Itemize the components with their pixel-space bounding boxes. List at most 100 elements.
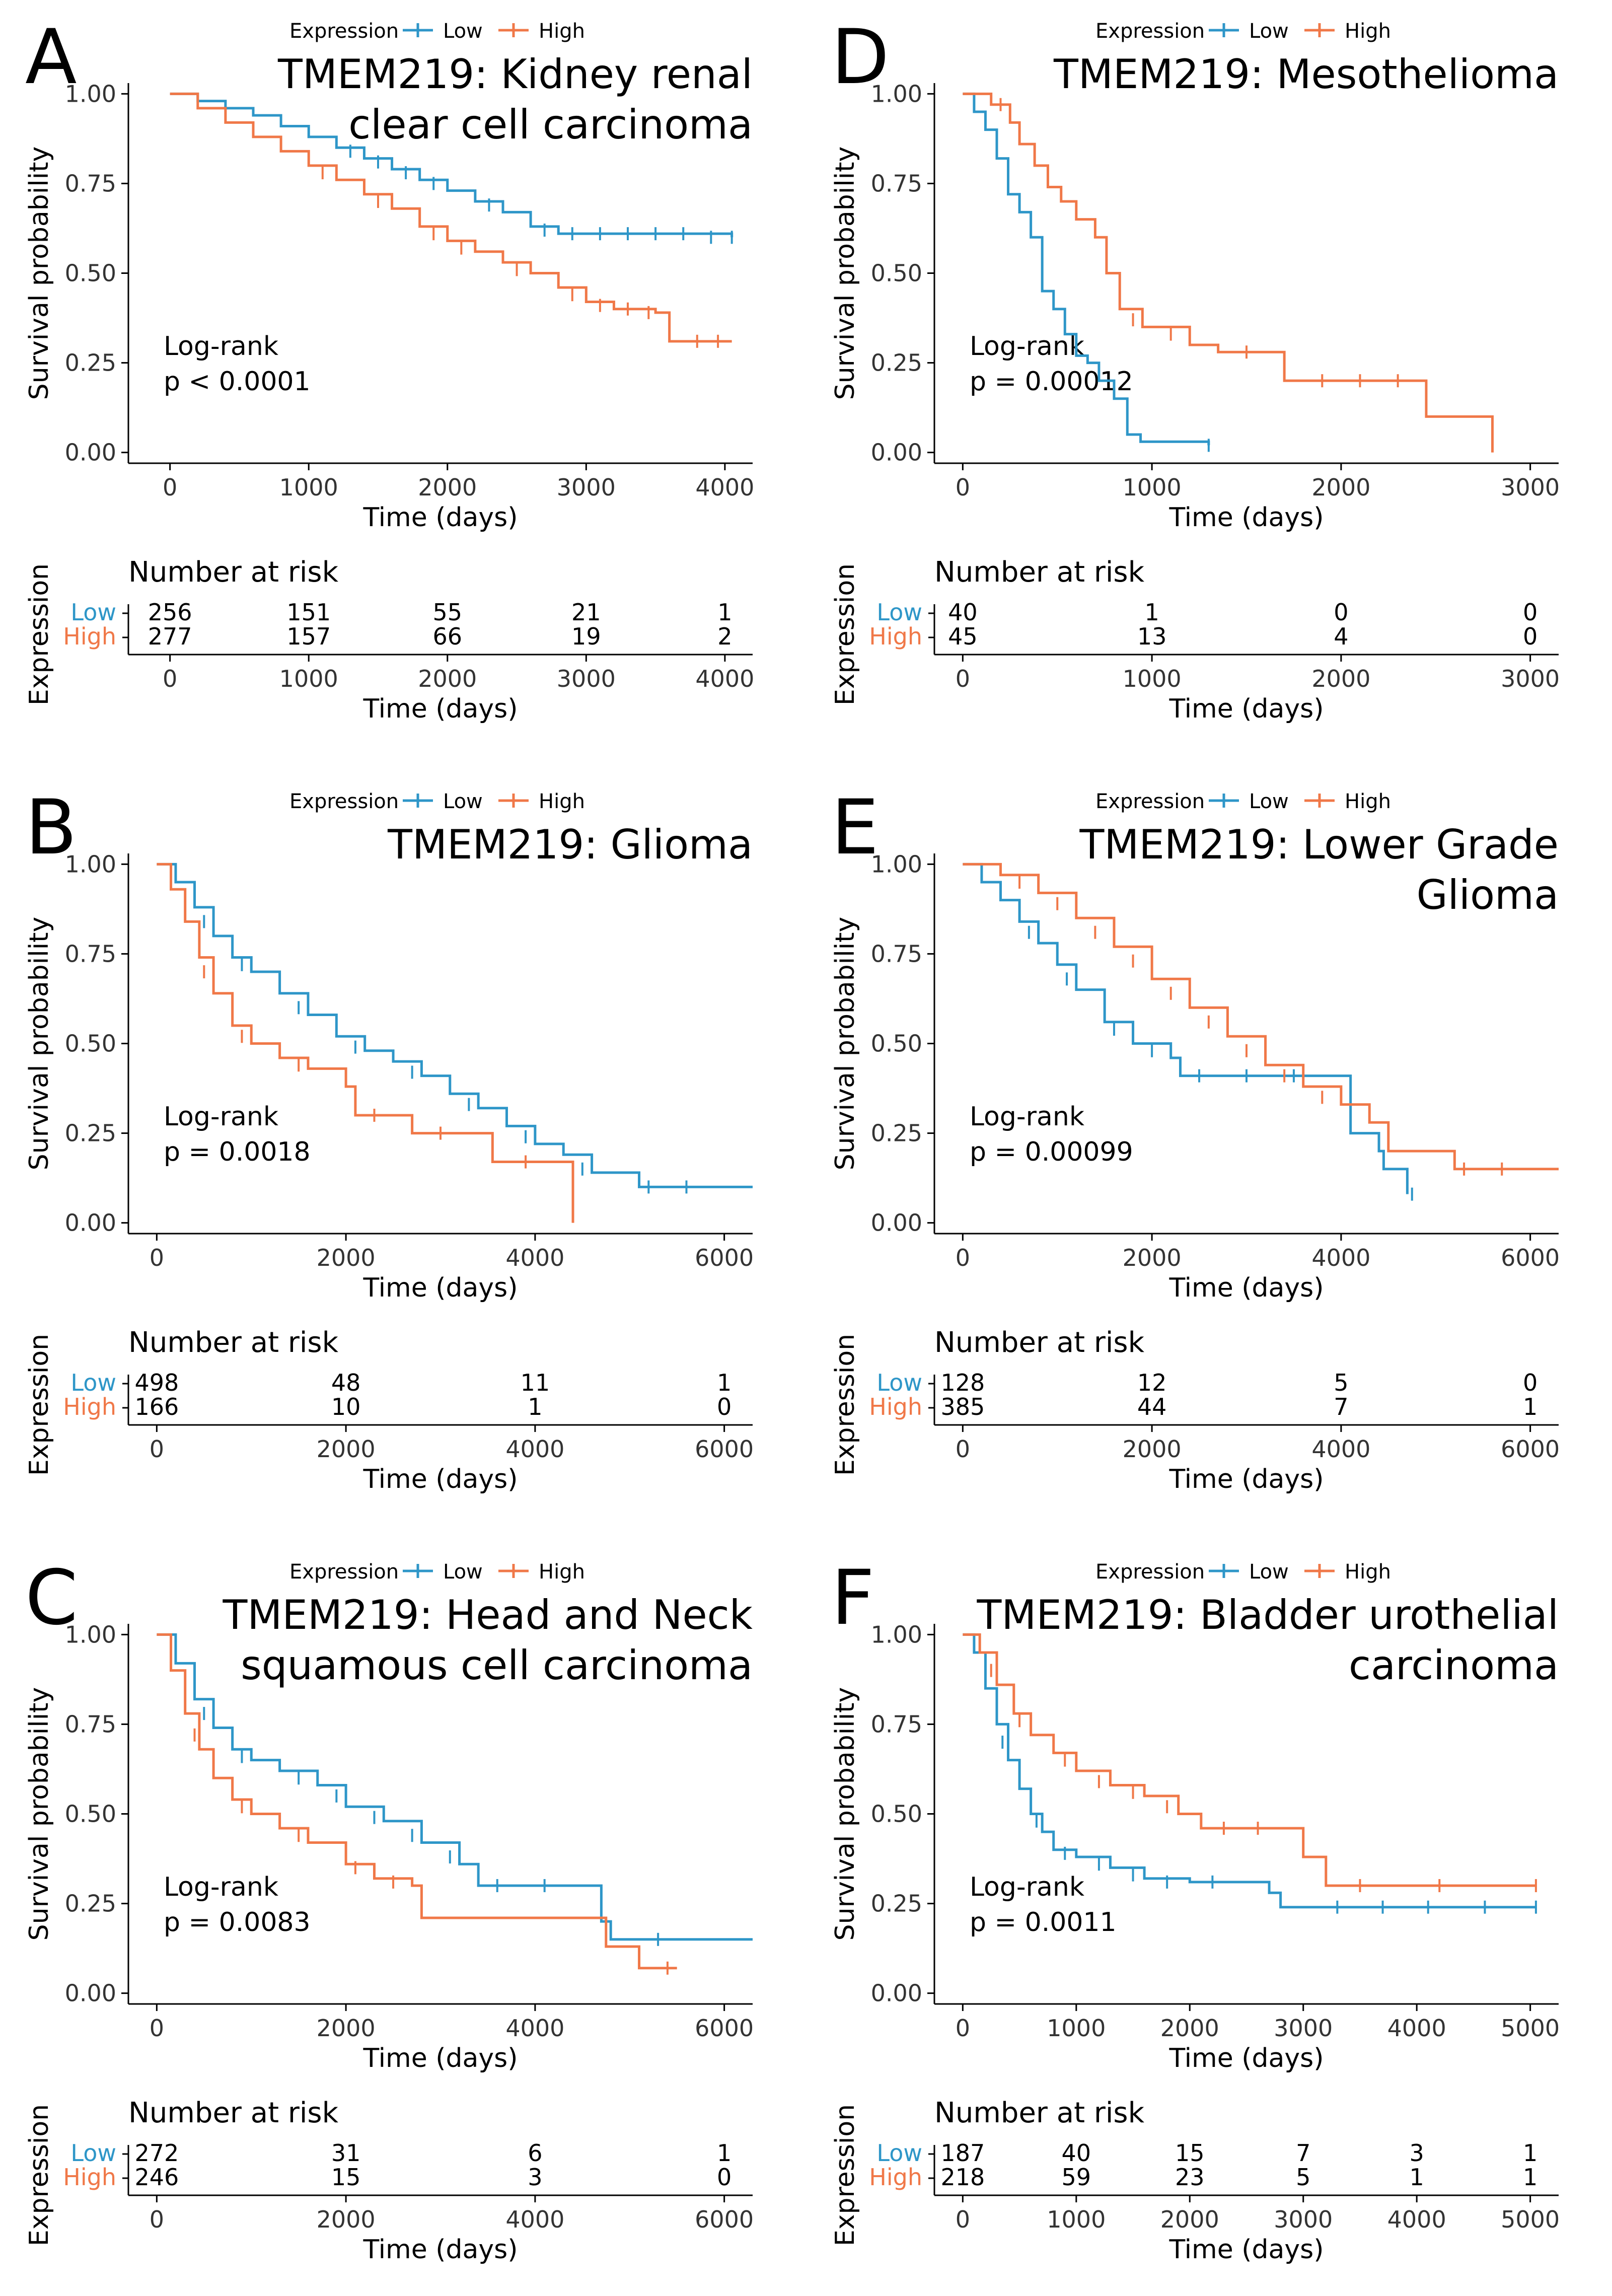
risk-table-title: Number at risk	[128, 1326, 339, 1359]
x-tick-label: 3000	[1274, 2015, 1333, 2042]
legend-low-label: Low	[443, 1560, 483, 1584]
y-tick-label: 0.75	[871, 1710, 922, 1738]
risk-x-tick-label: 0	[956, 1436, 970, 1463]
risk-count-low: 256	[148, 599, 192, 626]
legend-low-label: Low	[443, 790, 483, 813]
risk-x-tick-label: 0	[150, 2206, 164, 2233]
risk-count-low: 498	[134, 1369, 179, 1396]
survival-curve-high	[157, 1633, 677, 1970]
risk-count-low: 3	[1410, 2139, 1424, 2167]
y-axis-label: Survival probability	[830, 1687, 860, 1941]
risk-x-tick-label: 1000	[279, 665, 338, 692]
risk-count-low: 0	[1523, 1369, 1537, 1396]
risk-x-tick-label: 3000	[1501, 665, 1560, 692]
x-tick-label: 0	[163, 474, 177, 501]
y-tick-label: 0.75	[65, 940, 116, 967]
survival-curve-low	[963, 92, 1210, 446]
risk-count-high: 23	[1175, 2164, 1205, 2191]
panel-c: C Expression Low High TMEM219: Head and Neck…	[0, 1541, 806, 2296]
y-tick-label: 0.50	[871, 260, 922, 287]
risk-table-title: Number at risk	[128, 556, 339, 589]
risk-row-label-low: Low	[70, 1369, 116, 1396]
risk-x-tick-label: 2000	[317, 2206, 376, 2233]
risk-row-label-low: Low	[876, 2139, 922, 2167]
logrank-label: Log-rank	[164, 1102, 278, 1132]
p-value-label: p = 0.0011	[970, 1907, 1117, 1938]
risk-x-tick-label: 1000	[1123, 665, 1182, 692]
logrank-label: Log-rank	[970, 1872, 1084, 1902]
risk-x-axis-label: Time (days)	[1168, 2235, 1324, 2265]
y-tick-label: 0.50	[65, 1801, 116, 1828]
x-tick-label: 0	[150, 2015, 164, 2042]
y-axis-label: Survival probability	[24, 1687, 54, 1941]
x-tick-label: 1000	[1047, 2015, 1106, 2042]
risk-count-low: 55	[433, 599, 463, 626]
risk-count-high: 385	[940, 1393, 985, 1420]
panel-a: A Expression Low High TMEM219: Kidney renal c…	[0, 0, 806, 755]
p-value-label: p = 0.0083	[164, 1907, 311, 1938]
y-tick-label: 0.25	[871, 1120, 922, 1147]
risk-x-axis-label: Time (days)	[362, 1464, 518, 1494]
legend-low-label: Low	[1249, 1560, 1289, 1584]
y-axis-label: Survival probability	[24, 917, 54, 1171]
risk-count-high: 1	[1523, 2164, 1537, 2191]
risk-x-tick-label: 4000	[505, 2206, 564, 2233]
risk-x-tick-label: 3000	[557, 665, 616, 692]
y-tick-label: 0.50	[65, 1030, 116, 1057]
x-tick-label: 1000	[1123, 474, 1182, 501]
risk-x-tick-label: 2000	[418, 665, 477, 692]
legend-low-label: Low	[1249, 790, 1289, 813]
risk-x-tick-label: 4000	[1387, 2206, 1446, 2233]
risk-table-title: Number at risk	[934, 2097, 1145, 2129]
risk-count-low: 5	[1334, 1369, 1348, 1396]
risk-count-low: 272	[134, 2139, 179, 2167]
y-tick-label: 1.00	[65, 80, 116, 107]
y-tick-label: 0.75	[65, 1710, 116, 1738]
risk-count-low: 15	[1175, 2139, 1205, 2167]
risk-y-axis-label: Expression	[830, 1334, 860, 1476]
y-tick-label: 0.25	[871, 1890, 922, 1917]
survival-curve-low	[157, 1633, 753, 1941]
x-tick-label: 4000	[505, 2015, 564, 2042]
risk-count-low: 6	[528, 2139, 542, 2167]
risk-count-low: 40	[948, 599, 978, 626]
risk-count-high: 1	[1523, 1393, 1537, 1420]
x-tick-label: 4000	[695, 474, 754, 501]
risk-count-high: 3	[528, 2164, 542, 2191]
risk-count-high: 10	[331, 1393, 361, 1420]
panel-d: D Expression Low High TMEM219: Mesothelioma 0…	[806, 0, 1612, 755]
risk-y-axis-label: Expression	[830, 2104, 860, 2246]
risk-x-axis-label: Time (days)	[362, 2235, 518, 2265]
risk-row-label-high: High	[63, 2164, 116, 2191]
risk-x-tick-label: 4000	[505, 1436, 564, 1463]
x-tick-label: 1000	[279, 474, 338, 501]
y-tick-label: 0.50	[871, 1801, 922, 1828]
legend-low-label: Low	[1249, 20, 1289, 43]
chart-title-line: TMEM219: Bladder urothelial	[976, 1592, 1559, 1638]
risk-count-low: 21	[571, 599, 601, 626]
risk-table-title: Number at risk	[934, 556, 1145, 589]
chart-title-line: TMEM219: Kidney renal	[277, 51, 753, 98]
legend-title: Expression	[289, 20, 399, 43]
risk-row-label-low: Low	[876, 599, 922, 626]
risk-count-high: 15	[331, 2164, 361, 2191]
risk-count-high: 66	[433, 623, 463, 650]
chart-title-line: clear cell carcinoma	[348, 101, 753, 148]
panel-letter: F	[831, 1554, 874, 1642]
risk-count-low: 0	[1523, 599, 1537, 626]
risk-x-tick-label: 1000	[1047, 2206, 1106, 2233]
risk-x-tick-label: 2000	[1311, 665, 1370, 692]
risk-count-high: 59	[1062, 2164, 1091, 2191]
x-tick-label: 2000	[1123, 1244, 1182, 1271]
x-tick-label: 0	[956, 474, 970, 501]
chart-title-line: squamous cell carcinoma	[241, 1642, 753, 1689]
x-axis-label: Time (days)	[1168, 2043, 1324, 2073]
chart-title-line: TMEM219: Glioma	[387, 821, 753, 868]
logrank-label: Log-rank	[970, 331, 1084, 362]
x-axis-label: Time (days)	[362, 503, 518, 533]
